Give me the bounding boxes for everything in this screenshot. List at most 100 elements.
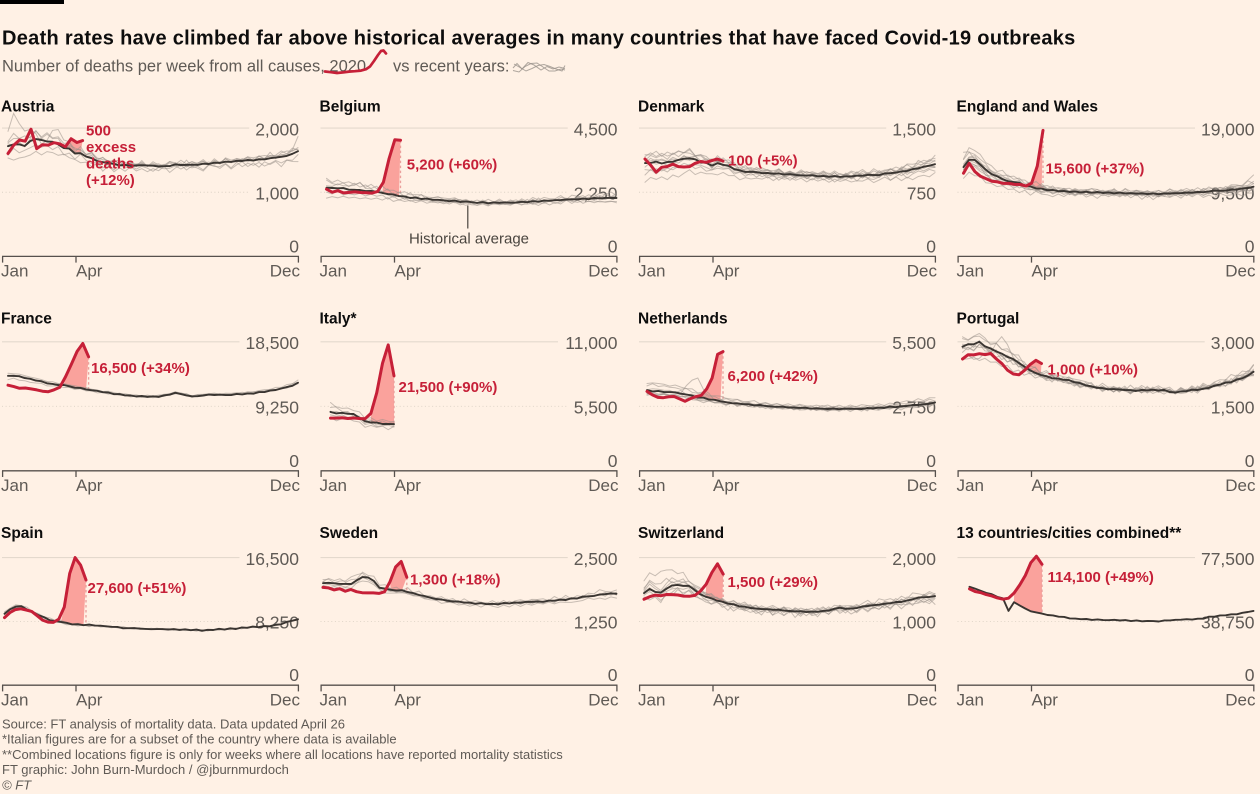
svg-text:15,600 (+37%): 15,600 (+37%) [1046,161,1145,178]
svg-text:excess: excess [86,139,136,156]
svg-text:Apr: Apr [76,476,103,495]
svg-text:Dec: Dec [270,476,301,495]
svg-text:Apr: Apr [1032,262,1059,281]
svg-text:Apr: Apr [395,691,422,710]
svg-text:France: France [1,311,52,328]
svg-text:Jan: Jan [638,691,665,710]
svg-text:0: 0 [289,665,299,685]
svg-text:8,250: 8,250 [255,613,299,633]
svg-text:21,500 (+90%): 21,500 (+90%) [399,379,498,396]
svg-text:Jan: Jan [638,262,665,281]
svg-text:5,500: 5,500 [892,333,936,353]
svg-text:Dec: Dec [1225,262,1256,281]
svg-text:750: 750 [907,184,936,204]
svg-text:0: 0 [608,665,618,685]
svg-text:deaths: deaths [86,156,134,173]
svg-text:Jan: Jan [320,262,347,281]
svg-text:5,200 (+60%): 5,200 (+60%) [407,157,497,174]
svg-text:2,000: 2,000 [892,549,936,569]
svg-text:Source: FT analysis of mortali: Source: FT analysis of mortality data. D… [2,717,345,732]
svg-text:Dec: Dec [907,476,938,495]
svg-text:FT graphic: John Burn-Murdoch: FT graphic: John Burn-Murdoch / @jburnmu… [2,762,289,777]
svg-text:(+12%): (+12%) [86,172,135,189]
svg-text:Denmark: Denmark [638,99,705,116]
svg-text:0: 0 [608,236,618,256]
svg-text:Austria: Austria [1,99,55,116]
svg-text:5,500: 5,500 [574,398,618,418]
svg-text:© FT: © FT [2,778,32,793]
svg-text:Jan: Jan [1,262,28,281]
svg-text:Jan: Jan [1,691,28,710]
svg-text:Apr: Apr [1032,476,1059,495]
svg-text:13 countries/cities combined**: 13 countries/cities combined** [957,525,1183,542]
svg-text:100 (+5%): 100 (+5%) [728,153,798,170]
svg-text:Jan: Jan [1,476,28,495]
svg-text:Jan: Jan [957,691,984,710]
svg-text:Dec: Dec [270,691,301,710]
svg-text:Historical average: Historical average [409,231,529,248]
svg-text:2,500: 2,500 [574,549,618,569]
svg-text:*Italian figures are for a sub: *Italian figures are for a subset of the… [2,732,397,747]
svg-text:England and Wales: England and Wales [957,99,1099,116]
svg-text:Italy*: Italy* [320,311,358,328]
svg-text:Netherlands: Netherlands [638,311,728,328]
svg-text:77,500: 77,500 [1201,549,1255,569]
svg-text:3,000: 3,000 [1211,333,1255,353]
svg-text:0: 0 [1245,665,1255,685]
svg-text:2,250: 2,250 [574,184,618,204]
svg-text:Dec: Dec [1225,691,1256,710]
svg-text:Switzerland: Switzerland [638,525,724,542]
svg-text:0: 0 [289,236,299,256]
svg-text:Apr: Apr [76,262,103,281]
svg-text:27,600 (+51%): 27,600 (+51%) [88,580,187,597]
svg-text:Dec: Dec [588,262,619,281]
svg-text:1,300 (+18%): 1,300 (+18%) [410,572,500,589]
svg-text:Apr: Apr [1032,691,1059,710]
svg-text:**Combined locations figure is: **Combined locations figure is only for … [2,747,563,762]
svg-text:Dec: Dec [1225,476,1256,495]
svg-text:0: 0 [926,236,936,256]
svg-text:1,500 (+29%): 1,500 (+29%) [728,574,818,591]
svg-text:Dec: Dec [270,262,301,281]
svg-text:Dec: Dec [907,262,938,281]
svg-text:1,250: 1,250 [574,613,618,633]
svg-text:Apr: Apr [395,476,422,495]
svg-text:19,000: 19,000 [1201,119,1255,139]
svg-text:Jan: Jan [320,691,347,710]
svg-text:1,000 (+10%): 1,000 (+10%) [1048,362,1138,379]
svg-text:Jan: Jan [320,476,347,495]
svg-text:Dec: Dec [907,691,938,710]
svg-text:1,500: 1,500 [1211,398,1255,418]
svg-text:Number of deaths per week from: Number of deaths per week from all cause… [2,58,366,76]
svg-text:1,000: 1,000 [255,184,299,204]
svg-text:Apr: Apr [395,262,422,281]
svg-text:6,200 (+42%): 6,200 (+42%) [728,368,818,385]
svg-text:0: 0 [926,451,936,471]
svg-text:500: 500 [86,123,111,140]
svg-text:Dec: Dec [588,476,619,495]
svg-text:0: 0 [1245,236,1255,256]
svg-text:Spain: Spain [1,525,43,542]
svg-text:9,250: 9,250 [255,398,299,418]
svg-text:0: 0 [926,665,936,685]
svg-text:Sweden: Sweden [320,525,379,542]
svg-text:0: 0 [289,451,299,471]
svg-text:Belgium: Belgium [320,99,381,116]
svg-text:Death rates have climbed far a: Death rates have climbed far above histo… [2,28,1076,50]
svg-text:11,000: 11,000 [565,333,617,353]
svg-text:114,100 (+49%): 114,100 (+49%) [1048,569,1154,586]
svg-text:16,500: 16,500 [245,549,299,569]
svg-text:Jan: Jan [957,262,984,281]
svg-text:0: 0 [1245,451,1255,471]
svg-text:4,500: 4,500 [574,119,618,139]
svg-text:Jan: Jan [957,476,984,495]
svg-text:1,000: 1,000 [892,613,936,633]
svg-text:vs recent years:: vs recent years: [393,58,509,76]
svg-text:18,500: 18,500 [245,333,299,353]
svg-text:Apr: Apr [713,476,740,495]
svg-text:2,000: 2,000 [255,119,299,139]
svg-text:Apr: Apr [713,262,740,281]
svg-text:0: 0 [608,451,618,471]
svg-text:Apr: Apr [76,691,103,710]
svg-text:Jan: Jan [638,476,665,495]
